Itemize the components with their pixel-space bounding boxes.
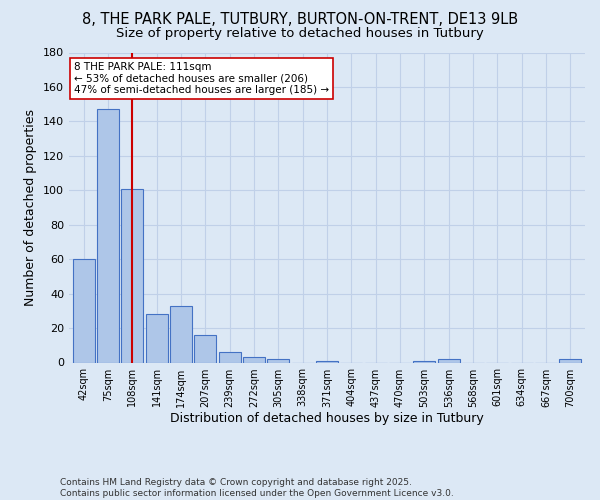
Bar: [413, 361, 436, 362]
Bar: [121, 188, 143, 362]
Bar: [97, 110, 119, 362]
Text: 8, THE PARK PALE, TUTBURY, BURTON-ON-TRENT, DE13 9LB: 8, THE PARK PALE, TUTBURY, BURTON-ON-TRE…: [82, 12, 518, 28]
Text: Size of property relative to detached houses in Tutbury: Size of property relative to detached ho…: [116, 28, 484, 40]
Text: Contains HM Land Registry data © Crown copyright and database right 2025.
Contai: Contains HM Land Registry data © Crown c…: [60, 478, 454, 498]
Bar: [194, 335, 216, 362]
Y-axis label: Number of detached properties: Number of detached properties: [25, 109, 37, 306]
Bar: [316, 361, 338, 362]
Bar: [438, 359, 460, 362]
Bar: [268, 359, 289, 362]
X-axis label: Distribution of detached houses by size in Tutbury: Distribution of detached houses by size …: [170, 412, 484, 426]
Text: 8 THE PARK PALE: 111sqm
← 53% of detached houses are smaller (206)
47% of semi-d: 8 THE PARK PALE: 111sqm ← 53% of detache…: [74, 62, 329, 95]
Bar: [170, 306, 192, 362]
Bar: [243, 358, 265, 362]
Bar: [559, 359, 581, 362]
Bar: [218, 352, 241, 362]
Bar: [73, 259, 95, 362]
Bar: [146, 314, 167, 362]
